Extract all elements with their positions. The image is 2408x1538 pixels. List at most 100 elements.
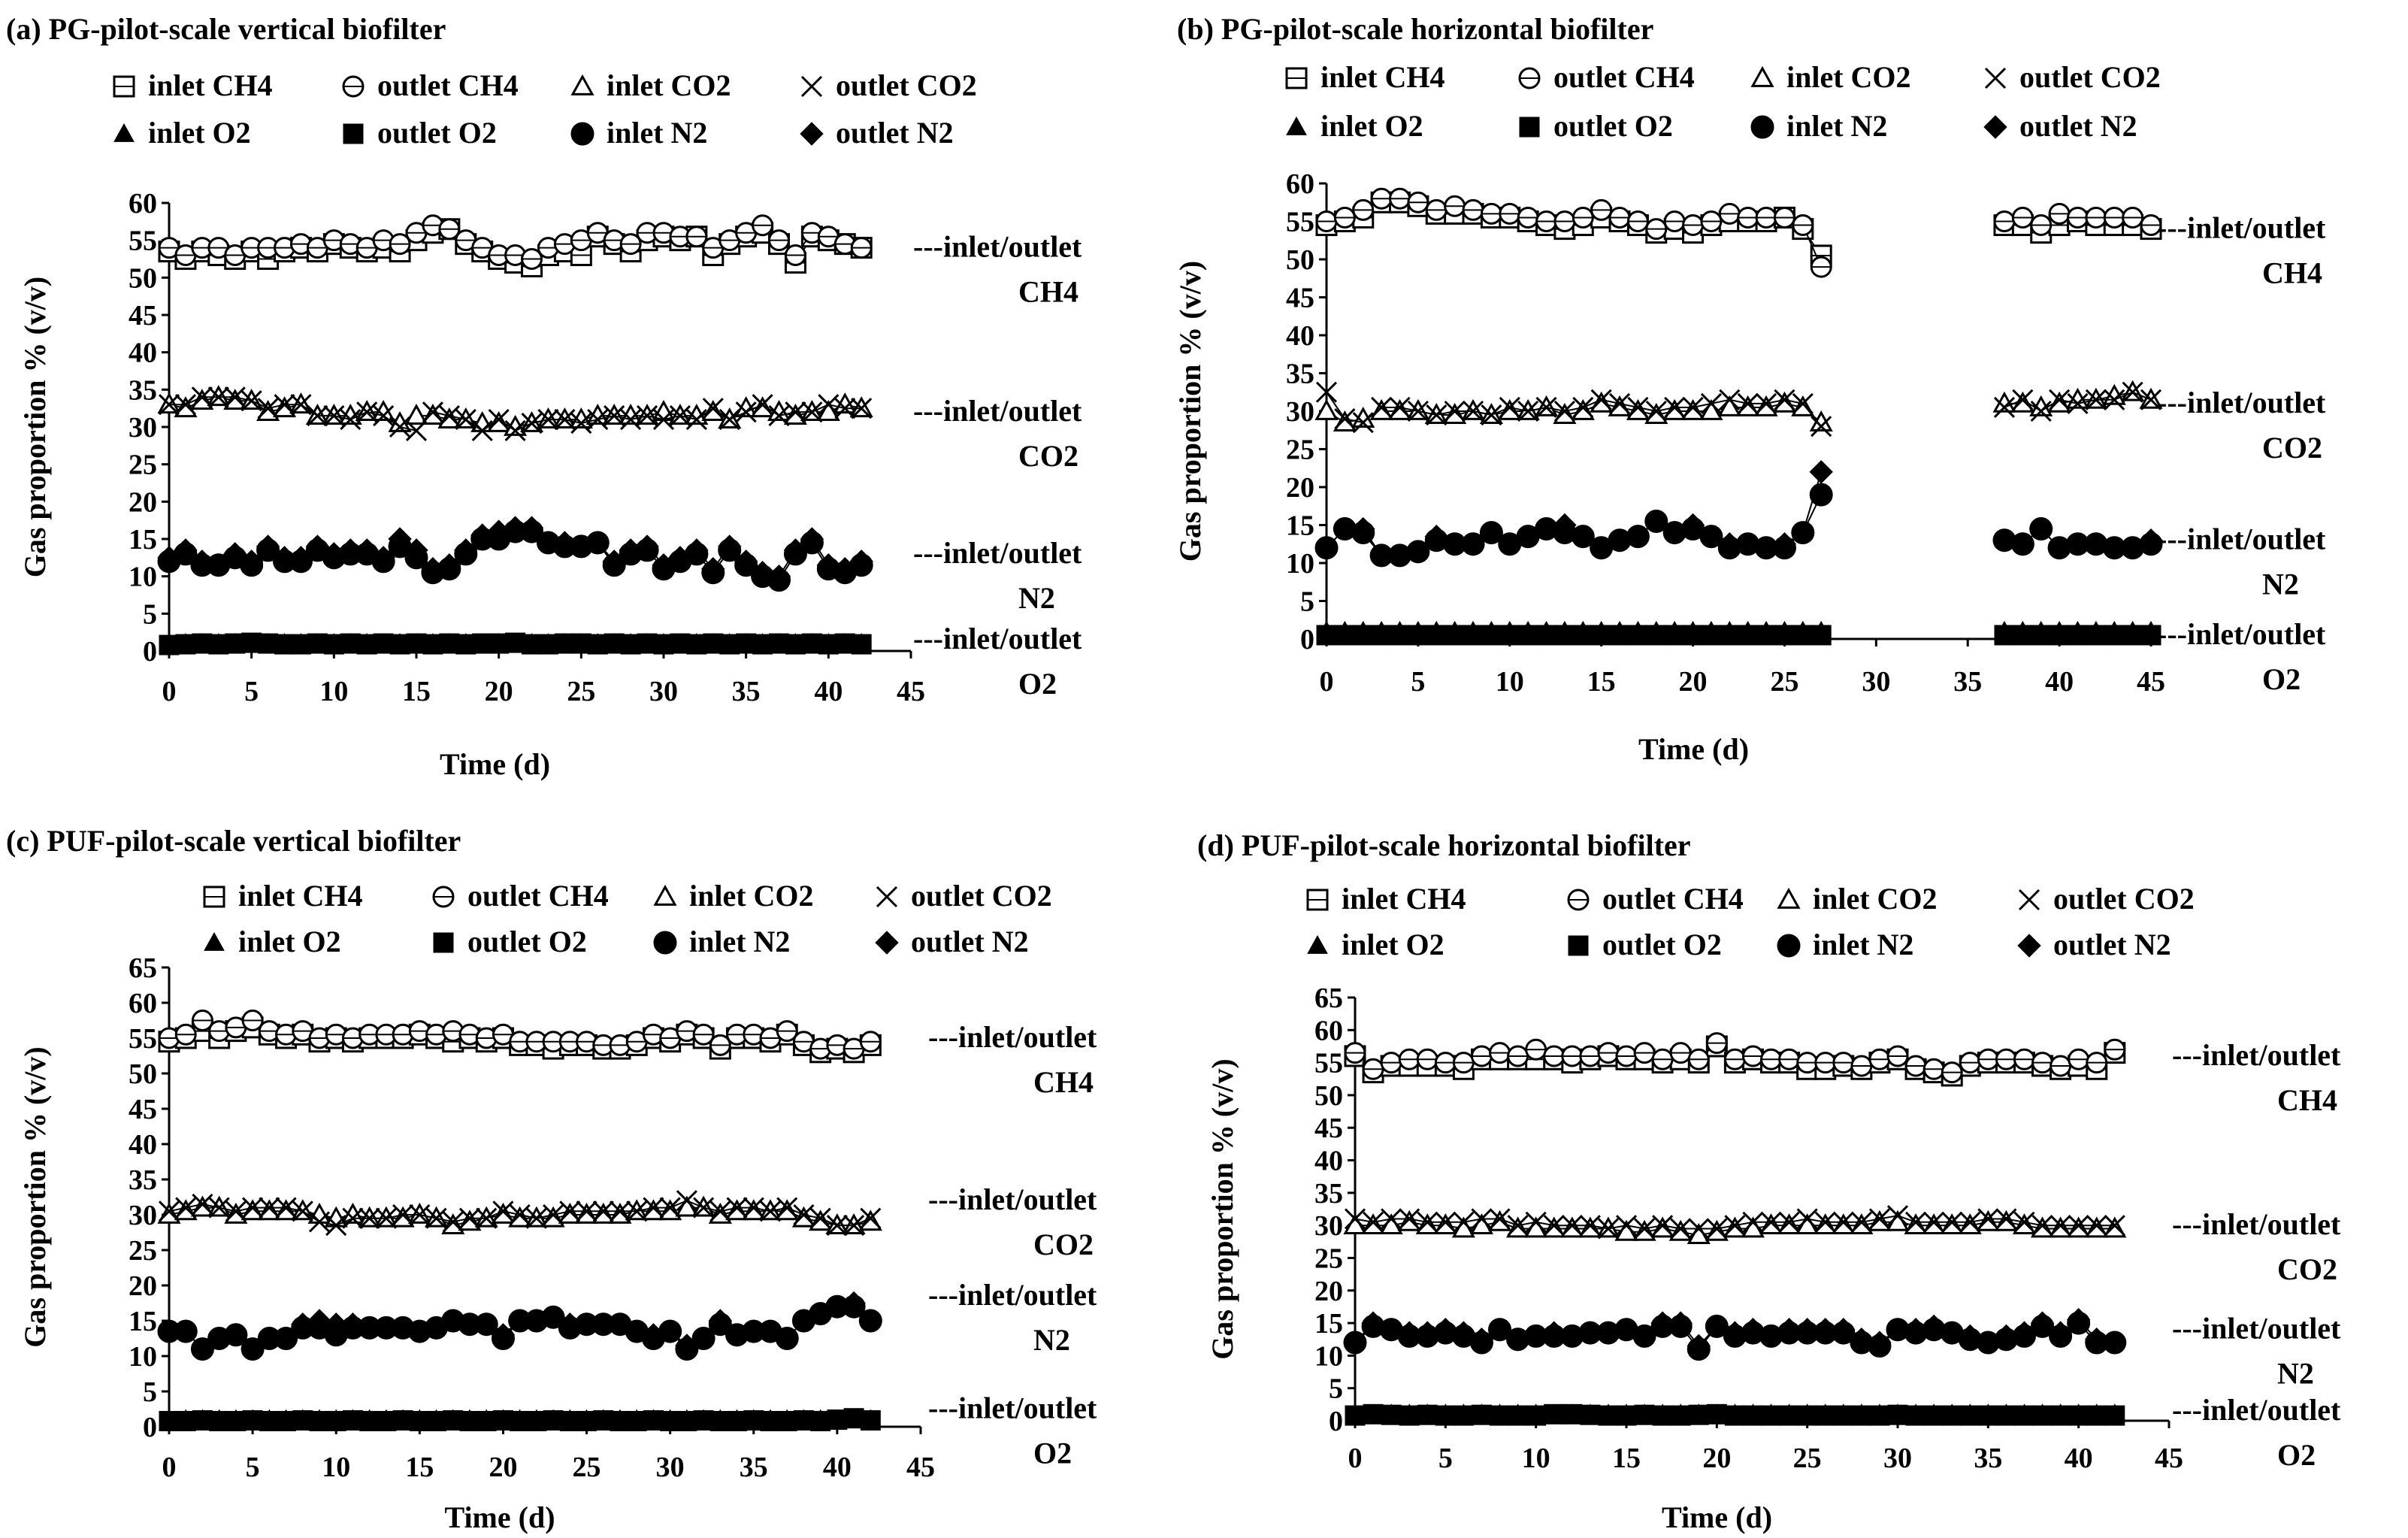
data-point bbox=[1719, 625, 1740, 646]
data-point bbox=[1774, 389, 1795, 410]
x-tick-label: 25 bbox=[567, 676, 595, 707]
data-point bbox=[1479, 520, 1504, 545]
data-point bbox=[691, 1326, 715, 1351]
data-point bbox=[659, 1027, 682, 1049]
data-point bbox=[608, 1312, 632, 1337]
data-point bbox=[309, 1410, 330, 1431]
data-point bbox=[2049, 625, 2070, 646]
data-point bbox=[340, 409, 362, 431]
data-point bbox=[521, 248, 543, 270]
x-tick-label: 35 bbox=[740, 1452, 768, 1483]
data-point bbox=[586, 222, 609, 244]
y-tick-label: 50 bbox=[1286, 244, 1314, 276]
data-point bbox=[1700, 392, 1722, 414]
legend-marker bbox=[1286, 116, 1307, 135]
data-point bbox=[784, 244, 806, 267]
legend-label: inlet CH4 bbox=[1342, 882, 1466, 916]
y-tick-label: 15 bbox=[1286, 510, 1314, 542]
data-point bbox=[1851, 1405, 1872, 1426]
data-point bbox=[842, 1291, 866, 1315]
legend-label: inlet CO2 bbox=[607, 68, 731, 102]
data-point bbox=[1314, 536, 1339, 560]
data-point bbox=[1663, 210, 1686, 232]
data-point bbox=[2104, 1038, 2126, 1061]
side-label-line2: N2 bbox=[2277, 1357, 2314, 1391]
x-tick-label: 10 bbox=[322, 1452, 350, 1483]
y-tick-label: 10 bbox=[129, 1341, 157, 1373]
y-tick-label: 30 bbox=[1314, 1210, 1343, 1242]
y-tick-label: 35 bbox=[129, 1164, 157, 1196]
legend-label: inlet CH4 bbox=[148, 68, 273, 102]
legend-label: outlet N2 bbox=[911, 925, 1029, 958]
data-point bbox=[692, 1023, 715, 1046]
data-point bbox=[1389, 187, 1411, 210]
y-tick-label: 10 bbox=[1286, 548, 1314, 580]
data-point bbox=[1371, 625, 1392, 646]
legend-marker bbox=[1567, 889, 1590, 911]
legend-label: inlet CH4 bbox=[238, 879, 363, 913]
data-point bbox=[1627, 625, 1648, 646]
legend-label: outlet CH4 bbox=[1553, 60, 1695, 94]
data-point bbox=[851, 398, 873, 419]
data-point bbox=[2139, 528, 2163, 553]
data-point bbox=[1719, 389, 1741, 410]
data-point bbox=[1705, 1314, 1729, 1339]
data-point bbox=[272, 396, 297, 418]
data-point bbox=[488, 409, 510, 431]
legend-label: outlet CH4 bbox=[467, 879, 609, 913]
data-point bbox=[1316, 625, 1337, 646]
data-point bbox=[1815, 1405, 1836, 1426]
x-tick-label: 30 bbox=[1862, 666, 1890, 698]
data-point bbox=[504, 419, 526, 442]
data-point bbox=[174, 394, 196, 416]
data-point bbox=[2013, 1048, 2035, 1070]
panels: (a) PG-pilot-scale vertical biofilter inl… bbox=[6, 12, 2341, 1534]
data-point bbox=[1426, 625, 1447, 646]
side-label: ---inlet/outlet N2 bbox=[2157, 522, 2326, 601]
data-point bbox=[272, 546, 297, 570]
data-point bbox=[2012, 625, 2033, 646]
data-point bbox=[1700, 210, 1723, 232]
data-point bbox=[1958, 1324, 1982, 1349]
data-point bbox=[1470, 1045, 1493, 1067]
data-point bbox=[1553, 402, 1577, 424]
data-point bbox=[1737, 206, 1759, 229]
data-point bbox=[223, 389, 247, 410]
data-point bbox=[1683, 625, 1704, 646]
legend-marker bbox=[203, 886, 225, 908]
x-tick-label: 15 bbox=[1612, 1443, 1641, 1474]
data-point bbox=[257, 1326, 282, 1351]
data-point bbox=[404, 404, 428, 425]
data-point bbox=[816, 400, 840, 422]
y-tick-label: 60 bbox=[1286, 168, 1314, 200]
y-tick-label: 10 bbox=[1314, 1340, 1343, 1372]
data-point bbox=[1627, 396, 1649, 419]
data-point bbox=[834, 398, 856, 419]
y-tick-label: 5 bbox=[1300, 586, 1314, 618]
side-label-line2: O2 bbox=[1033, 1437, 1072, 1470]
y-tick-label: 35 bbox=[129, 374, 157, 406]
x-tick-label: 30 bbox=[649, 676, 678, 707]
data-point bbox=[1797, 1405, 1818, 1426]
data-point bbox=[1526, 1405, 1547, 1426]
data-point bbox=[1315, 210, 1338, 232]
data-point bbox=[625, 1031, 648, 1053]
data-point bbox=[558, 1312, 582, 1337]
data-point bbox=[259, 1410, 280, 1431]
data-point bbox=[1959, 1052, 1981, 1074]
side-label-line1: ---inlet/outlet bbox=[2172, 1038, 2341, 1072]
data-point bbox=[2050, 1055, 2072, 1077]
data-point bbox=[658, 1319, 682, 1343]
legend-item: inlet CO2 bbox=[1750, 60, 1911, 94]
legend-item: inlet N2 bbox=[653, 925, 790, 958]
data-point bbox=[2050, 1215, 2071, 1237]
data-point bbox=[1645, 218, 1668, 241]
data-point bbox=[1650, 1311, 1674, 1335]
data-point bbox=[1543, 1215, 1565, 1237]
data-point bbox=[438, 218, 461, 241]
data-point bbox=[1650, 1216, 1674, 1238]
legend-marker bbox=[113, 123, 135, 142]
data-point bbox=[1688, 1218, 1710, 1240]
data-point bbox=[1662, 520, 1687, 545]
data-point bbox=[783, 404, 808, 425]
